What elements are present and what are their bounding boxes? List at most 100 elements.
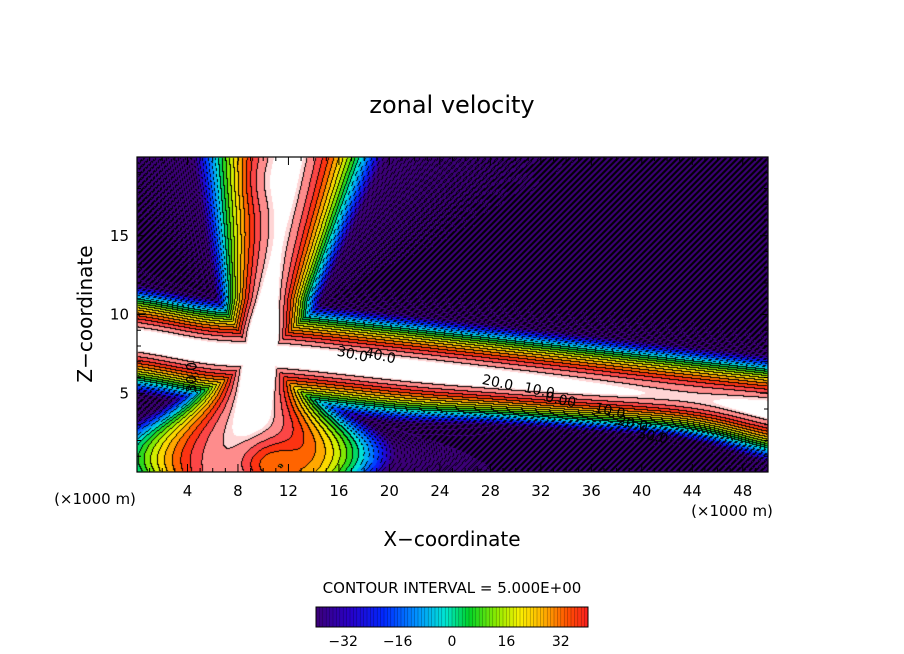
x-tick-label: 32 xyxy=(531,482,550,500)
colorbar-swatch xyxy=(414,607,419,627)
colorbar-swatch xyxy=(380,607,385,627)
x-tick-label: 48 xyxy=(733,482,752,500)
colorbar-swatch xyxy=(339,607,344,627)
contour-label: 30.0 xyxy=(636,426,670,448)
colorbar-tick-label: −32 xyxy=(328,634,358,650)
colorbar-swatch xyxy=(472,607,477,627)
colorbar-swatch xyxy=(428,607,432,627)
z-tick-label: 5 xyxy=(119,384,129,402)
contour-raster xyxy=(137,157,768,472)
x-unit-label: (×1000 m) xyxy=(691,502,773,520)
colorbar-swatch xyxy=(537,607,541,627)
x-tick-label: 24 xyxy=(430,482,449,500)
colorbar-swatch xyxy=(418,607,422,627)
colorbar-swatch xyxy=(336,607,341,627)
colorbar-swatch xyxy=(581,607,585,627)
colorbar-swatch xyxy=(424,607,429,627)
colorbar-swatch xyxy=(516,607,521,627)
colorbar-swatch xyxy=(530,607,534,627)
colorbar-swatch xyxy=(435,607,439,627)
colorbar-swatch xyxy=(489,607,494,627)
colorbar-swatch xyxy=(343,607,347,627)
z-tick-label: 10 xyxy=(110,306,129,324)
colorbar-ticks: −32 −16 0 16 32 xyxy=(328,634,569,650)
colorbar-tick-label: 16 xyxy=(497,634,515,650)
colorbar-swatch xyxy=(373,607,378,627)
colorbar-swatch xyxy=(455,607,460,627)
contour-label: 30.0 xyxy=(335,344,369,366)
colorbar-swatch xyxy=(503,607,507,627)
colorbar-swatch xyxy=(370,607,375,627)
colorbar-swatch xyxy=(458,607,463,627)
contour-field xyxy=(137,157,768,472)
colorbar-swatch xyxy=(384,607,388,627)
colorbar-swatch xyxy=(387,607,392,627)
colorbar-swatch xyxy=(543,607,548,627)
x-tick-label: 40 xyxy=(632,482,651,500)
x-tick-label: 8 xyxy=(233,482,243,500)
colorbar-swatch xyxy=(316,607,320,627)
colorbar-swatch xyxy=(482,607,487,627)
y-axis: 5 10 15 xyxy=(110,172,768,457)
colorbar-swatch xyxy=(557,607,562,627)
colorbar-swatch xyxy=(499,607,504,627)
z-axis-label: Z−coordinate xyxy=(73,245,97,382)
x-axis: 4 8 12 16 20 24 28 32 36 40 44 48 xyxy=(149,157,756,500)
colorbar-swatch xyxy=(574,607,579,627)
colorbar-swatch xyxy=(421,607,426,627)
colorbar-border xyxy=(315,606,589,628)
colorbar-swatch xyxy=(540,607,545,627)
colorbar-swatch xyxy=(469,607,473,627)
colorbar-swatch xyxy=(564,607,568,627)
contour-label: 10.0 xyxy=(593,400,627,422)
x-axis-label: X−coordinate xyxy=(383,527,520,551)
contour-labels: 40.030.030.0 20.0 10.00.00 10.020.030.0 xyxy=(184,344,669,448)
colorbar-swatch xyxy=(329,607,334,627)
contour-label: 0.00 xyxy=(544,389,578,411)
colorbar-swatch xyxy=(322,607,327,627)
colorbar-swatch xyxy=(397,607,402,627)
colorbar-swatch xyxy=(448,607,453,627)
contour-interval-text: CONTOUR INTERVAL = 5.000E+00 xyxy=(323,579,582,597)
colorbar-tick-label: −16 xyxy=(383,634,413,650)
colorbar-tick-label: 32 xyxy=(552,634,570,650)
colorbar-swatch xyxy=(509,607,514,627)
colorbar-swatch xyxy=(465,607,470,627)
contour-label: 40.0 xyxy=(363,345,397,367)
colorbar-swatch xyxy=(394,607,398,627)
colorbar-swatch xyxy=(584,607,589,627)
colorbar-swatch xyxy=(567,607,572,627)
colorbar-swatch xyxy=(377,607,381,627)
colorbar-swatch xyxy=(319,607,324,627)
colorbar-swatch xyxy=(356,607,361,627)
colorbar-swatch xyxy=(401,607,405,627)
colorbar-swatch xyxy=(438,607,443,627)
colorbar-swatch xyxy=(523,607,528,627)
colorbar-swatch xyxy=(550,607,555,627)
colorbar-swatch xyxy=(411,607,415,627)
colorbar-swatch xyxy=(526,607,531,627)
colorbar-swatch xyxy=(445,607,449,627)
colorbar-swatch xyxy=(533,607,538,627)
contour-label: 20.0 xyxy=(616,413,650,435)
colorbar-swatch xyxy=(431,607,436,627)
colorbar-swatch xyxy=(571,607,575,627)
colorbar-swatch xyxy=(492,607,497,627)
colorbar-swatch xyxy=(479,607,483,627)
colorbar-swatch xyxy=(554,607,558,627)
colorbar-swatch xyxy=(486,607,490,627)
colorbar-swatch xyxy=(475,607,480,627)
contour-label: 20.0 xyxy=(481,372,515,394)
colorbar-swatch xyxy=(353,607,358,627)
colorbar-swatch xyxy=(452,607,456,627)
colorbar xyxy=(315,606,589,628)
colorbar-swatch xyxy=(360,607,364,627)
colorbar-swatch xyxy=(333,607,337,627)
x-tick-label: 4 xyxy=(183,482,193,500)
colorbar-swatch xyxy=(462,607,466,627)
colorbar-swatch xyxy=(346,607,351,627)
contour-label: 30.0 xyxy=(184,362,200,393)
contour-label: 10.0 xyxy=(522,380,556,402)
x-tick-label: 12 xyxy=(279,482,298,500)
